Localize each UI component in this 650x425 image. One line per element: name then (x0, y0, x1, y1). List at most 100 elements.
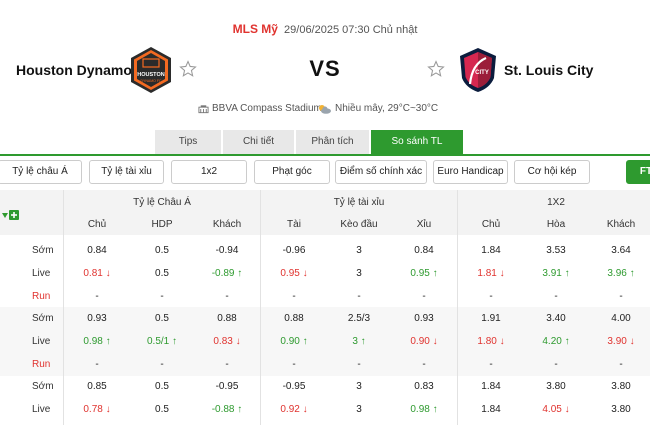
filter-over-under[interactable]: Tỷ lệ tài xỉu (89, 160, 164, 184)
odds-cell[interactable]: 0.83 (414, 381, 434, 392)
odds-cell[interactable]: 0.5 (155, 381, 169, 392)
odds-cell[interactable]: - (225, 291, 229, 302)
odds-cell[interactable]: -0.95 (282, 381, 306, 392)
odds-cell[interactable]: -0.89 ↑ (211, 268, 243, 279)
tab-tips[interactable]: Tips (155, 130, 221, 154)
odds-cell[interactable]: - (554, 359, 558, 370)
odds-cell[interactable]: - (357, 359, 361, 370)
odds-cell[interactable]: - (225, 359, 229, 370)
odds-cell[interactable]: - (554, 291, 558, 302)
odds-cell[interactable]: - (95, 291, 99, 302)
odds-cell[interactable]: - (489, 291, 493, 302)
away-team-name[interactable]: St. Louis City (504, 62, 594, 78)
odds-cell[interactable]: 3.64 (611, 245, 631, 256)
filter-euro-handicap[interactable]: Euro Handicap (433, 160, 508, 184)
odds-cell[interactable]: - (422, 291, 426, 302)
odds-cell[interactable]: 3.80 (546, 381, 566, 392)
tab-odds-compare[interactable]: So sánh TL (371, 130, 463, 154)
odds-cell[interactable]: 0.95 ↓ (280, 268, 308, 279)
odds-cell[interactable]: 0.95 ↑ (410, 268, 438, 279)
odds-cell[interactable]: 0.85 (87, 381, 107, 392)
odds-cell[interactable]: 0.5 (155, 404, 169, 415)
odds-cell[interactable]: 3.90 ↓ (607, 336, 635, 347)
st-louis-city-logo[interactable]: CITY (456, 46, 500, 94)
odds-cell[interactable]: 3 (356, 404, 362, 415)
row-label: Sớm (32, 313, 54, 324)
odds-cell[interactable]: 0.5 (155, 268, 169, 279)
odds-cell[interactable]: 0.88 (217, 313, 237, 324)
odds-cell[interactable]: - (292, 359, 296, 370)
favorite-star-icon[interactable] (427, 60, 445, 78)
favorite-star-icon[interactable] (179, 60, 197, 78)
odds-cell[interactable]: 4.05 ↓ (542, 404, 570, 415)
odds-cell[interactable]: 0.98 ↑ (83, 336, 111, 347)
odds-cell[interactable]: 0.5 (155, 313, 169, 324)
odds-cell[interactable]: 0.92 ↓ (280, 404, 308, 415)
tab-details[interactable]: Chi tiết (223, 130, 294, 154)
houston-dynamo-logo[interactable]: HOUSTON DYNAMO FC (129, 46, 173, 94)
odds-cell[interactable]: 3 (356, 245, 362, 256)
group-header-row: Tỷ lệ Châu Á Tỷ lệ tài xỉu 1X2 (0, 190, 650, 213)
odds-cell[interactable]: 0.98 ↑ (410, 404, 438, 415)
odds-cell[interactable]: - (160, 291, 164, 302)
odds-cell[interactable]: 0.93 (87, 313, 107, 324)
odds-cell[interactable]: 3.53 (546, 245, 566, 256)
filter-ft[interactable]: FT (626, 160, 650, 184)
odds-cell[interactable]: 0.78 ↓ (83, 404, 111, 415)
odds-cell[interactable]: 3.40 (546, 313, 566, 324)
tab-analysis[interactable]: Phân tích (296, 130, 369, 154)
cloud-sun-icon (319, 104, 331, 114)
odds-cell[interactable]: - (357, 291, 361, 302)
odds-cell[interactable]: 0.90 ↓ (410, 336, 438, 347)
odds-cell[interactable]: 2.5/3 (347, 313, 371, 324)
odds-cell[interactable]: - (422, 359, 426, 370)
odds-cell[interactable]: 4.00 (611, 313, 631, 324)
odds-cell[interactable]: 0.83 ↓ (213, 336, 241, 347)
odds-cell[interactable]: 0.88 (284, 313, 304, 324)
expand-controls[interactable] (0, 210, 20, 222)
odds-cell[interactable]: 3 (356, 381, 362, 392)
filter-asian-handicap[interactable]: Tỷ lệ châu Á (0, 160, 82, 184)
odds-cell[interactable]: 0.84 (87, 245, 107, 256)
odds-cell[interactable]: 0.84 (414, 245, 434, 256)
odds-cell[interactable]: -0.95 (215, 381, 239, 392)
odds-cell[interactable]: 1.84 (481, 404, 501, 415)
table-row: Sớm 0.85 0.5 -0.95 -0.95 3 0.83 1.84 3.80 3.80 (0, 375, 650, 398)
odds-cell[interactable]: - (619, 291, 623, 302)
table-row: Sớm 0.84 0.5 -0.94 -0.96 3 0.84 1.84 3.53 3.64 (0, 239, 650, 262)
stadium-info: BBVA Compass Stadium (198, 103, 322, 114)
odds-cell[interactable]: 0.81 ↓ (83, 268, 111, 279)
odds-cell[interactable]: -0.96 (282, 245, 306, 256)
odds-cell[interactable]: - (619, 359, 623, 370)
odds-cell[interactable]: -0.88 ↑ (211, 404, 243, 415)
odds-cell[interactable]: - (292, 291, 296, 302)
odds-cell[interactable]: 3.80 (611, 404, 631, 415)
filter-correct-score[interactable]: Điểm số chính xác (335, 160, 427, 184)
league-name[interactable]: MLS Mỹ (232, 22, 278, 36)
odds-cell[interactable]: 1.84 (481, 381, 501, 392)
odds-cell[interactable]: 0.5 (155, 245, 169, 256)
home-team-name[interactable]: Houston Dynamo (16, 62, 132, 78)
odds-cell[interactable]: - (95, 359, 99, 370)
group-header-1x2: 1X2 (547, 197, 565, 208)
odds-cell[interactable]: 1.81 ↓ (477, 268, 505, 279)
odds-cell[interactable]: 1.80 ↓ (477, 336, 505, 347)
svg-text:DYNAMO FC: DYNAMO FC (141, 79, 162, 83)
odds-cell[interactable]: 0.90 ↑ (280, 336, 308, 347)
odds-cell[interactable]: 3.96 ↑ (607, 268, 635, 279)
odds-cell[interactable]: 3 (356, 268, 362, 279)
odds-cell[interactable]: 3 ↑ (352, 336, 366, 347)
odds-cell[interactable]: 1.84 (481, 245, 501, 256)
filter-1x2[interactable]: 1x2 (171, 160, 247, 184)
filter-corners[interactable]: Phạt góc (254, 160, 330, 184)
odds-cell[interactable]: -0.94 (215, 245, 239, 256)
odds-cell[interactable]: - (489, 359, 493, 370)
filter-double-chance[interactable]: Cơ hội kép (514, 160, 590, 184)
odds-cell[interactable]: 0.5/1 ↑ (146, 336, 178, 347)
odds-cell[interactable]: 4.20 ↑ (542, 336, 570, 347)
odds-cell[interactable]: 3.80 (611, 381, 631, 392)
odds-cell[interactable]: 0.93 (414, 313, 434, 324)
odds-cell[interactable]: 3.91 ↑ (542, 268, 570, 279)
odds-cell[interactable]: 1.91 (481, 313, 501, 324)
odds-cell[interactable]: - (160, 359, 164, 370)
